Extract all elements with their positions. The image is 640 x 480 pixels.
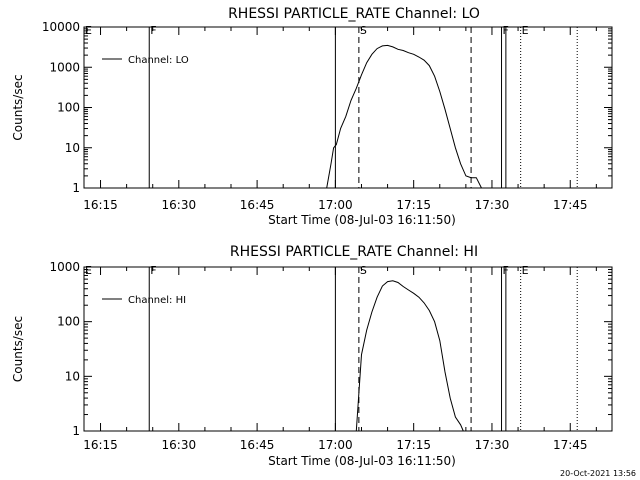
y-tick-label: 100 xyxy=(57,315,80,329)
chart-title: RHESSI PARTICLE_RATE Channel: LO xyxy=(228,6,480,22)
x-tick-label: 17:00 xyxy=(318,438,353,452)
plot-frame xyxy=(83,266,613,432)
series-line xyxy=(355,280,464,432)
y-tick-label: 1 xyxy=(72,181,80,195)
panel-channel-hi: RHESSI PARTICLE_RATE Channel: HI 1 10 100 10… xyxy=(11,244,613,468)
x-tick-label: 16:15 xyxy=(83,438,118,452)
event-marker-label: F xyxy=(150,24,156,37)
x-tick-label: 16:15 xyxy=(83,198,118,212)
y-tick-label: 1000 xyxy=(49,60,80,74)
x-tick-label: 17:15 xyxy=(396,438,431,452)
x-tick-label: 17:45 xyxy=(553,198,588,212)
x-tick-label: 16:30 xyxy=(162,438,197,452)
x-tick-label: 17:15 xyxy=(396,198,431,212)
event-marker-label: F xyxy=(150,264,156,277)
event-marker-label: S xyxy=(360,264,367,277)
x-tick-label: 16:30 xyxy=(162,198,197,212)
x-axis-label: Start Time (08-Jul-03 16:11:50) xyxy=(268,213,456,227)
y-axis-label: Counts/sec xyxy=(11,74,25,140)
panel-channel-lo: RHESSI PARTICLE_RATE Channel: LO 1 10 100 10… xyxy=(11,6,613,227)
x-tick-label: 17:30 xyxy=(475,438,510,452)
y-tick-label: 100 xyxy=(57,101,80,115)
event-marker-label: E xyxy=(85,264,92,277)
event-marker-label: E xyxy=(85,24,92,37)
y-tick-label: 1000 xyxy=(49,260,80,274)
x-tick-label: 16:45 xyxy=(240,198,275,212)
event-marker-label: E xyxy=(522,24,529,37)
x-tick-label: 17:30 xyxy=(475,198,510,212)
timestamp-footer: 20-Oct-2021 13:56 xyxy=(560,469,636,478)
chart-title: RHESSI PARTICLE_RATE Channel: HI xyxy=(230,244,478,260)
series-line xyxy=(326,44,482,189)
event-marker-label: E xyxy=(522,264,529,277)
legend-entry: Channel: LO xyxy=(128,55,189,66)
legend-entry: Channel: HI xyxy=(128,295,186,306)
event-marker-label: S xyxy=(360,24,367,37)
y-tick-label: 10 xyxy=(65,141,80,155)
x-tick-label: 17:45 xyxy=(553,438,588,452)
x-tick-label: 17:00 xyxy=(318,198,353,212)
y-tick-label: 10000 xyxy=(42,20,80,34)
plot-frame xyxy=(83,26,613,189)
y-tick-label: 1 xyxy=(72,424,80,438)
x-tick-label: 16:45 xyxy=(240,438,275,452)
y-axis-label: Counts/sec xyxy=(11,316,25,382)
x-axis-label: Start Time (08-Jul-03 16:11:50) xyxy=(268,454,456,468)
y-tick-label: 10 xyxy=(65,369,80,383)
